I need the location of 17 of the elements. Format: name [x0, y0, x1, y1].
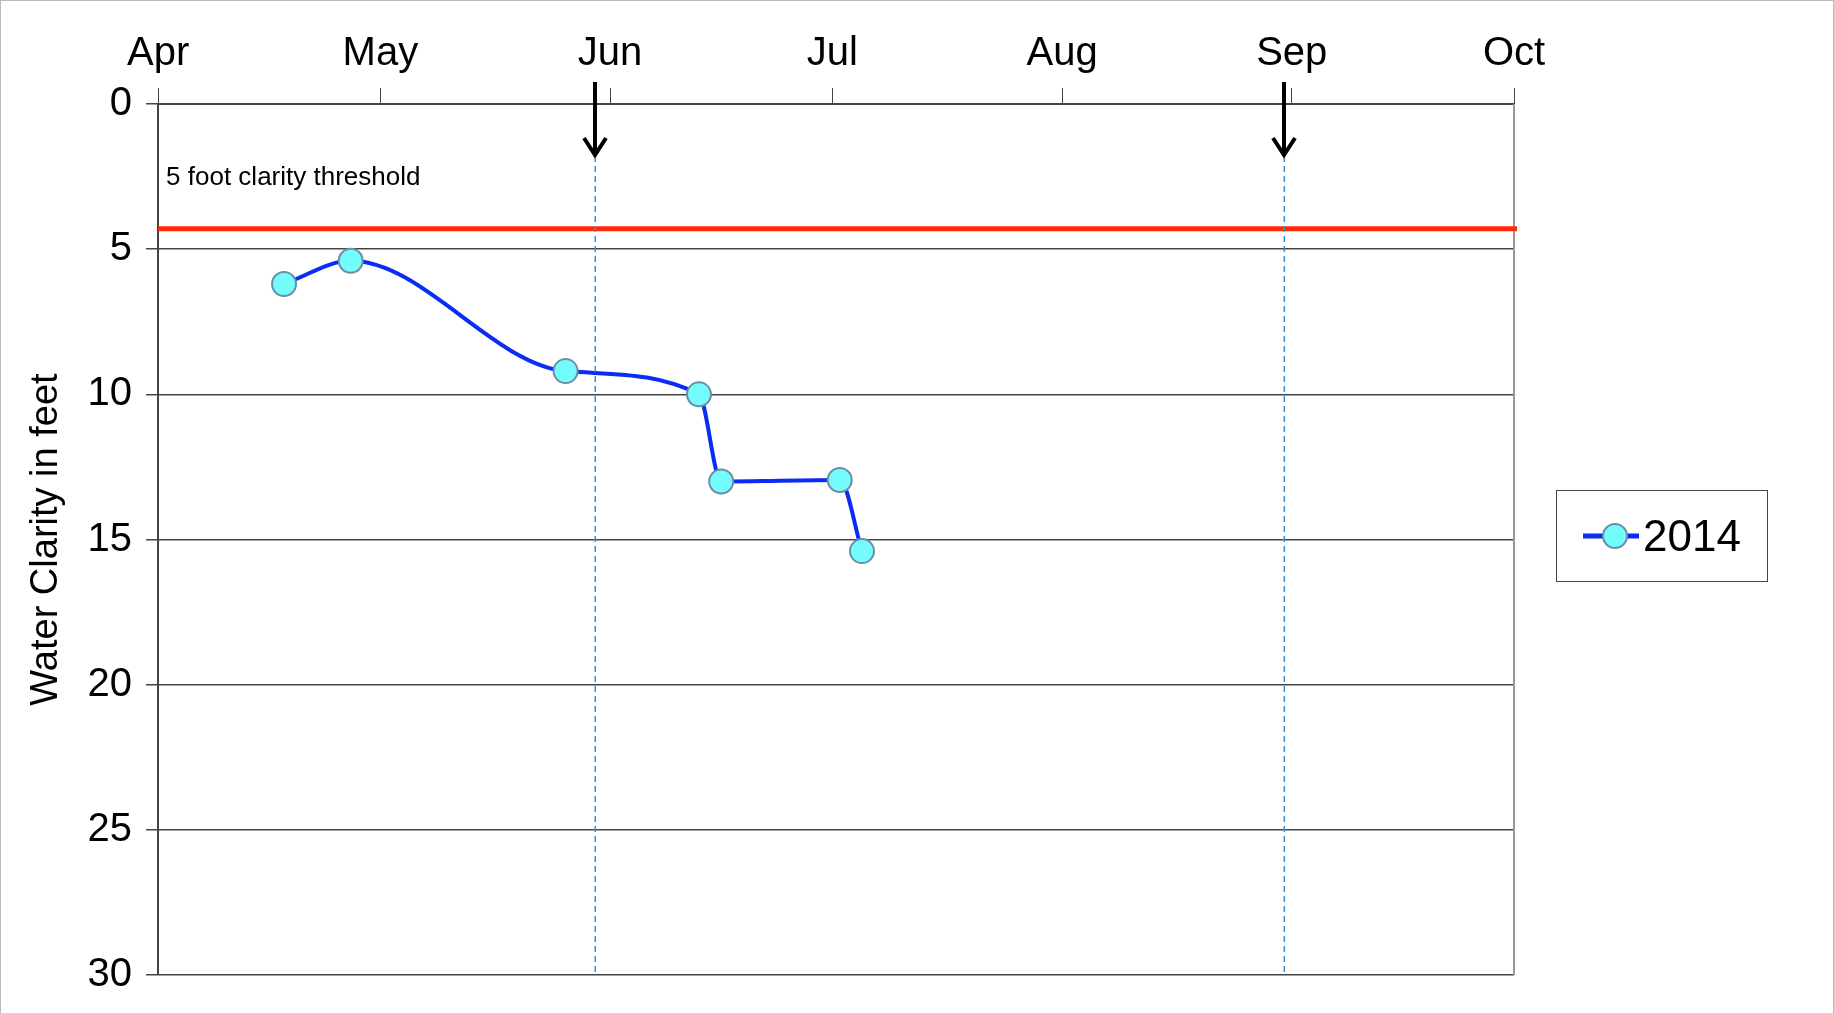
x-tick-label: Oct [1482, 29, 1546, 74]
y-tick-label: 5 [109, 224, 133, 269]
x-tick-label: Aug [1026, 29, 1098, 74]
y-tick-label: 25 [87, 804, 133, 849]
x-tick-label: Sep [1256, 29, 1328, 74]
y-tick-label: 15 [87, 514, 133, 559]
y-tick-label: 0 [109, 79, 133, 124]
y-tick-label: 20 [87, 659, 133, 704]
x-tick-label: May [342, 29, 419, 74]
x-tick-label: Apr [126, 29, 190, 74]
legend-label: 2014 [1643, 510, 1741, 561]
y-axis-title: Water Clarity in feet [23, 372, 66, 706]
x-tick-label: Jun [577, 29, 643, 74]
ref-line-label: 5 foot clarity threshold [166, 160, 421, 191]
y-tick-label: 10 [87, 369, 133, 414]
x-tick-label: Jul [806, 29, 858, 74]
y-tick-label: 30 [87, 950, 133, 995]
